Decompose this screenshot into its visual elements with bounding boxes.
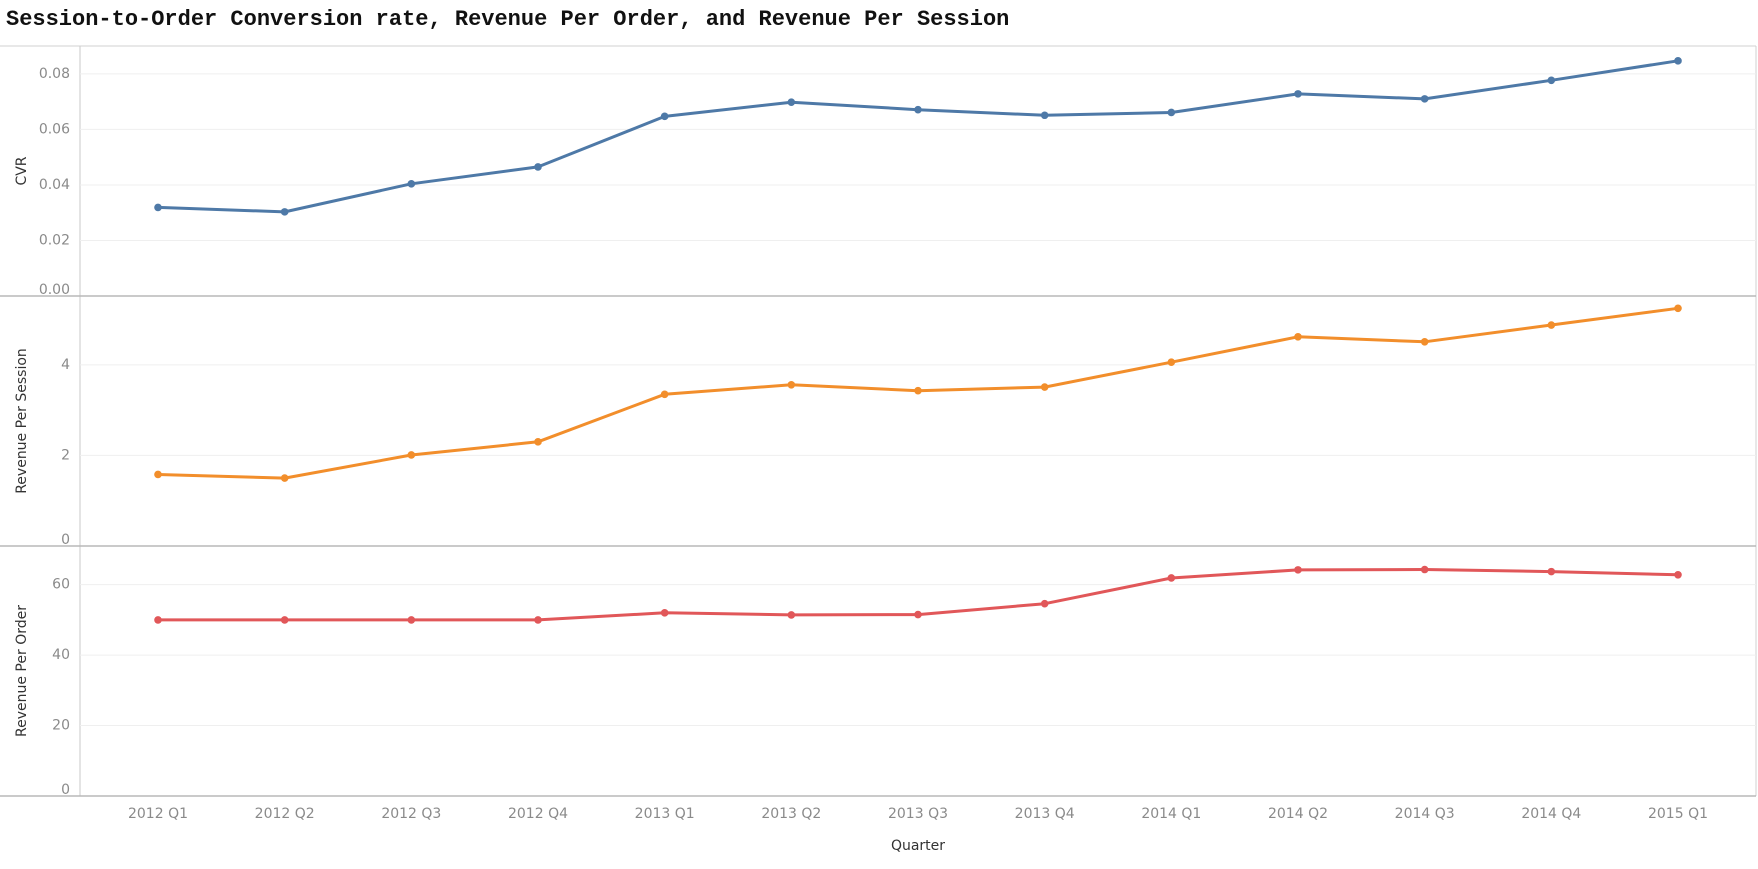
y-tick-label: 0.04 bbox=[39, 177, 70, 193]
data-point bbox=[1167, 574, 1176, 582]
data-point bbox=[534, 616, 542, 624]
data-point bbox=[154, 470, 162, 479]
y-tick-label: 0.02 bbox=[39, 232, 70, 248]
y-tick-label: 60 bbox=[52, 577, 70, 593]
data-point bbox=[1674, 304, 1682, 313]
y-tick-label: 20 bbox=[52, 718, 70, 734]
data-point bbox=[280, 616, 289, 624]
x-tick-label: 2012 Q4 bbox=[508, 806, 568, 822]
x-tick-label: 2013 Q4 bbox=[1015, 806, 1075, 822]
data-point bbox=[407, 616, 416, 624]
y-tick-label: 2 bbox=[61, 447, 70, 463]
data-point bbox=[1674, 57, 1682, 65]
data-point bbox=[1167, 358, 1176, 366]
data-point bbox=[407, 180, 416, 188]
data-point bbox=[1547, 321, 1556, 329]
data-point bbox=[154, 616, 162, 624]
data-point bbox=[787, 611, 796, 619]
data-point bbox=[1040, 383, 1049, 391]
x-tick-label: 2014 Q3 bbox=[1395, 806, 1455, 822]
series-line bbox=[156, 59, 1680, 214]
data-point bbox=[914, 105, 922, 114]
x-tick-label: 2013 Q3 bbox=[888, 806, 948, 822]
y-axis-label: Revenue Per Order bbox=[14, 605, 30, 737]
chart-title: Session-to-Order Conversion rate, Revenu… bbox=[6, 7, 1010, 32]
data-point bbox=[534, 163, 542, 171]
data-point bbox=[407, 451, 416, 459]
data-point bbox=[1294, 566, 1302, 574]
data-point bbox=[660, 609, 669, 617]
y-axis-label: Revenue Per Session bbox=[14, 348, 30, 494]
x-axis-label: Quarter bbox=[891, 838, 945, 854]
data-point bbox=[1167, 108, 1176, 117]
data-point bbox=[1420, 95, 1429, 103]
data-point bbox=[914, 386, 922, 395]
y-tick-label: 4 bbox=[61, 357, 70, 373]
data-point bbox=[1294, 90, 1302, 98]
y-tick-label: 40 bbox=[52, 647, 70, 663]
y-axis-label: CVR bbox=[14, 156, 30, 185]
x-tick-label: 2012 Q1 bbox=[128, 806, 188, 822]
y-tick-label: 0.06 bbox=[39, 121, 70, 137]
y-tick-label: 0 bbox=[61, 532, 70, 548]
data-point bbox=[1547, 76, 1556, 85]
x-tick-label: 2012 Q2 bbox=[255, 806, 315, 822]
x-tick-label: 2014 Q4 bbox=[1521, 806, 1581, 822]
x-tick-label: 2014 Q2 bbox=[1268, 806, 1328, 822]
data-point bbox=[534, 438, 542, 446]
data-point bbox=[154, 203, 162, 212]
x-tick-label: 2013 Q1 bbox=[635, 806, 695, 822]
x-tick-label: 2012 Q3 bbox=[381, 806, 441, 822]
x-tick-label: 2014 Q1 bbox=[1141, 806, 1201, 822]
y-tick-label: 0 bbox=[61, 782, 70, 798]
data-point bbox=[280, 474, 289, 482]
data-point bbox=[1420, 565, 1429, 574]
data-point bbox=[1547, 567, 1556, 576]
data-point bbox=[914, 610, 922, 619]
data-point bbox=[1040, 599, 1049, 608]
data-point bbox=[660, 390, 669, 399]
data-point bbox=[1420, 337, 1429, 346]
data-point bbox=[787, 380, 796, 389]
data-point bbox=[787, 98, 796, 107]
data-point bbox=[1294, 332, 1302, 341]
x-tick-label: 2015 Q1 bbox=[1648, 806, 1708, 822]
data-point bbox=[1040, 111, 1049, 120]
y-tick-label: 0.00 bbox=[39, 282, 70, 298]
data-point bbox=[280, 208, 289, 216]
x-tick-label: 2013 Q2 bbox=[761, 806, 821, 822]
data-point bbox=[1674, 570, 1682, 579]
y-tick-label: 0.08 bbox=[39, 66, 70, 82]
data-point bbox=[660, 112, 669, 121]
